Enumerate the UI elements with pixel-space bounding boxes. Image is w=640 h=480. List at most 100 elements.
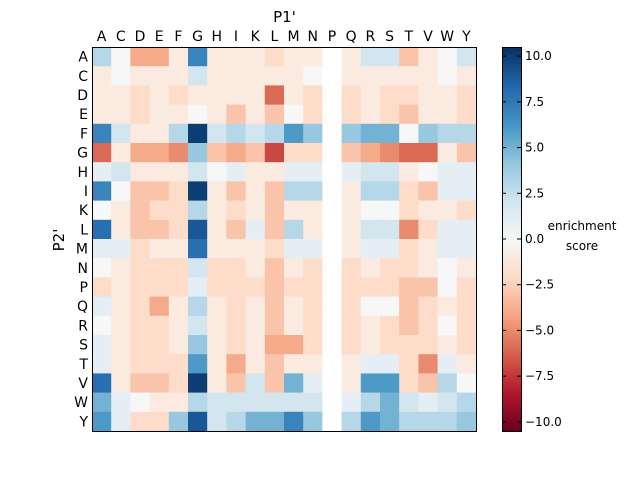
heatmap-cell-N-G [188, 258, 208, 278]
heatmap-cell-T-D [130, 354, 150, 374]
heatmap-cell-L-W [437, 219, 458, 240]
heatmap-cell-Q-M [284, 296, 304, 317]
y-tick-label: D [77, 88, 88, 104]
heatmap-cell-P-K [245, 277, 266, 297]
heatmap-cell-V-V [418, 373, 438, 393]
heatmap-cell-D-P [322, 85, 342, 105]
heatmap-cell-Q-F [168, 296, 189, 317]
heatmap-cell-R-Q [341, 315, 362, 336]
heatmap-cell-K-K [245, 200, 266, 221]
heatmap-cell-Y-R [360, 411, 381, 432]
heatmap-cell-T-F [168, 354, 189, 374]
heatmap-cell-E-T [399, 104, 419, 125]
heatmap-cell-D-I [226, 85, 246, 105]
heatmap-cell-T-M [284, 354, 304, 374]
heatmap-cell-C-L [264, 66, 285, 86]
heatmap-cell-V-S [380, 373, 400, 393]
heatmap-cell-H-W [437, 162, 458, 182]
heatmap-cell-G-W [437, 143, 458, 163]
heatmap-cell-L-N [303, 219, 323, 240]
heatmap-cell-A-F [168, 47, 189, 67]
heatmap-cell-D-S [380, 85, 400, 105]
heatmap-cell-L-I [226, 219, 246, 240]
x-tick-label: Q [346, 29, 357, 45]
heatmap-cell-L-V [418, 219, 438, 240]
heatmap-cell-W-W [437, 392, 458, 413]
heatmap-cell-N-S [380, 258, 400, 278]
heatmap-cell-F-P [322, 123, 342, 144]
y-tick-label: Y [78, 414, 88, 430]
heatmap-cell-Y-D [130, 411, 150, 432]
heatmap-cell-L-Y [456, 219, 477, 240]
heatmap-cell-K-C [111, 200, 131, 221]
heatmap-cell-Y-Q [341, 411, 362, 432]
heatmap-cell-K-I [226, 200, 246, 221]
heatmap-cell-L-P [322, 219, 342, 240]
heatmap-cell-C-T [399, 66, 419, 86]
plot-frame [92, 47, 477, 432]
y-tick-label: V [78, 376, 88, 392]
y-tick-label: N [78, 261, 88, 277]
heatmap-cell-Q-W [437, 296, 458, 317]
heatmap-cell-Q-H [207, 296, 227, 317]
heatmap-cell-C-K [245, 66, 266, 86]
heatmap-cell-T-K [245, 354, 266, 374]
heatmap-cell-G-S [380, 143, 400, 163]
heatmap-cell-D-F [168, 85, 189, 105]
heatmap-cell-I-Y [456, 181, 477, 201]
heatmap-cell-Q-R [360, 296, 381, 317]
heatmap-cell-P-E [149, 277, 170, 297]
heatmap-cell-C-G [188, 66, 208, 86]
heatmap-cell-N-H [207, 258, 227, 278]
heatmap-cell-Q-L [264, 296, 285, 317]
heatmap-cell-R-W [437, 315, 458, 336]
heatmap-cell-T-Y [456, 354, 477, 374]
heatmap-cell-F-V [418, 123, 438, 144]
heatmap-cell-M-N [303, 239, 323, 259]
heatmap-cell-M-Q [341, 239, 362, 259]
colorbar-title-line1: enrichment [548, 219, 617, 233]
heatmap-cell-D-T [399, 85, 419, 105]
heatmap-cell-T-G [188, 354, 208, 374]
heatmap-cell-H-P [322, 162, 342, 182]
heatmap-cell-A-Q [341, 47, 362, 67]
heatmap-cell-K-Y [456, 200, 477, 221]
heatmap-cell-W-R [360, 392, 381, 413]
heatmap-cell-F-N [303, 123, 323, 144]
heatmap-cell-V-Y [456, 373, 477, 393]
heatmap-cell-N-L [264, 258, 285, 278]
y-tick-label: I [84, 184, 88, 200]
heatmap-cell-K-H [207, 200, 227, 221]
y-tick-label: R [78, 318, 88, 334]
heatmap-cell-E-G [188, 104, 208, 125]
heatmap-cell-M-M [284, 239, 304, 259]
heatmap-cell-S-W [437, 335, 458, 355]
heatmap-cell-G-N [303, 143, 323, 163]
heatmap-cell-T-A [92, 354, 112, 374]
heatmap-cell-C-S [380, 66, 400, 86]
heatmap-cell-Y-F [168, 411, 189, 432]
heatmap-cell-L-C [111, 219, 131, 240]
heatmap-cell-Q-P [322, 296, 342, 317]
heatmap-cell-G-T [399, 143, 419, 163]
heatmap-cell-W-M [284, 392, 304, 413]
heatmap-cell-S-A [92, 335, 112, 355]
heatmap-cell-A-D [130, 47, 150, 67]
heatmap-cell-P-H [207, 277, 227, 297]
y-tick-label: K [79, 203, 89, 219]
heatmap-cell-M-L [264, 239, 285, 259]
heatmap-cell-M-V [418, 239, 438, 259]
heatmap-cell-T-I [226, 354, 246, 374]
x-tick-label: C [116, 29, 126, 45]
heatmap-cell-G-R [360, 143, 381, 163]
heatmap-cell-N-F [168, 258, 189, 278]
heatmap-cell-K-M [284, 200, 304, 221]
heatmap-cell-A-P [322, 47, 342, 67]
heatmap-cell-W-C [111, 392, 131, 413]
y-tick-label: H [77, 165, 88, 181]
heatmap-cell-Q-G [188, 296, 208, 317]
heatmap-cell-L-E [149, 219, 170, 240]
heatmap-cell-R-C [111, 315, 131, 336]
y-tick-label: M [76, 242, 88, 258]
heatmap-cell-G-A [92, 143, 112, 163]
